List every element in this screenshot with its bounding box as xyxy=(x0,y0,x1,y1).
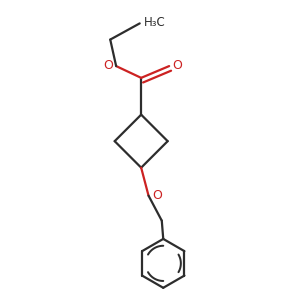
Text: O: O xyxy=(103,59,113,72)
Text: O: O xyxy=(152,189,162,202)
Text: H₃C: H₃C xyxy=(144,16,166,29)
Text: O: O xyxy=(172,59,182,72)
